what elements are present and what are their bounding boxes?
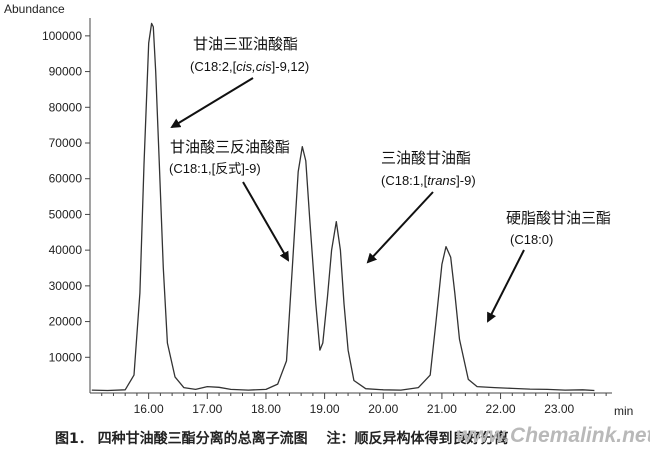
annotation-formula: (C18:0) [510,232,553,247]
annotation-formula: (C18:2,[cis,cis]-9,12) [190,59,309,74]
y-tick-label: 50000 [49,207,83,221]
annotation-formula: (C18:1,[trans]-9) [381,173,476,188]
y-tick-label: 100000 [42,29,82,43]
x-tick-label: 23.00 [544,402,574,416]
y-tick-label: 40000 [49,243,83,257]
y-tick-label: 20000 [49,315,83,329]
arrow-triolein [366,191,434,264]
x-tick-label: 18.00 [251,402,281,416]
annotation-name: 三油酸甘油酯 [381,149,471,167]
arrow-tristearin [487,249,525,323]
y-tick-label: 10000 [49,350,83,364]
annotation-name: 甘油酸三反油酸酯 [170,138,290,156]
y-axis-title: Abundance [4,2,65,16]
annotation-tristearin: 硬脂酸甘油三酯 (C18:0) [487,209,611,323]
figure-caption: 图1． 四种甘油酸三酯分离的总离子流图 注：顺反异构体得到良好分离 [55,430,509,447]
annotation-trielaidin: 甘油酸三反油酸酯 (C18:1,[反式]-9) [169,138,290,262]
annotation-formula: (C18:1,[反式]-9) [169,161,261,176]
annotation-triolein: 三油酸甘油酯 (C18:1,[trans]-9) [366,149,476,264]
x-tick-label: 17.00 [192,402,222,416]
arrow-trielaidin [242,181,289,262]
y-tick-label: 80000 [49,100,83,114]
y-tick-label: 60000 [49,172,83,186]
arrow-trilinolein [170,77,254,129]
annotation-trilinolein: 甘油三亚油酸酯 (C18:2,[cis,cis]-9,12) [170,35,309,129]
y-axis-ticks: 10000 20000 30000 40000 50000 60000 70000 80000… [42,29,90,364]
x-tick-label: 16.00 [134,402,164,416]
annotation-name: 甘油三亚油酸酯 [193,35,298,53]
x-tick-label: 21.00 [427,402,457,416]
y-tick-label: 70000 [49,136,83,150]
x-tick-label: 20.00 [368,402,398,416]
y-tick-label: 30000 [49,279,83,293]
watermark: www.Chemalink.net [456,424,650,447]
x-axis-ticks: 16.00 17.00 18.00 19.00 20.00 21.00 22.00 23.00 [101,393,607,416]
x-tick-label: 19.00 [310,402,340,416]
x-axis-unit: min [614,404,633,418]
annotation-name: 硬脂酸甘油三酯 [506,209,611,227]
chromatogram-trace [91,22,595,392]
x-tick-label: 22.00 [486,402,516,416]
y-tick-label: 90000 [49,65,83,79]
